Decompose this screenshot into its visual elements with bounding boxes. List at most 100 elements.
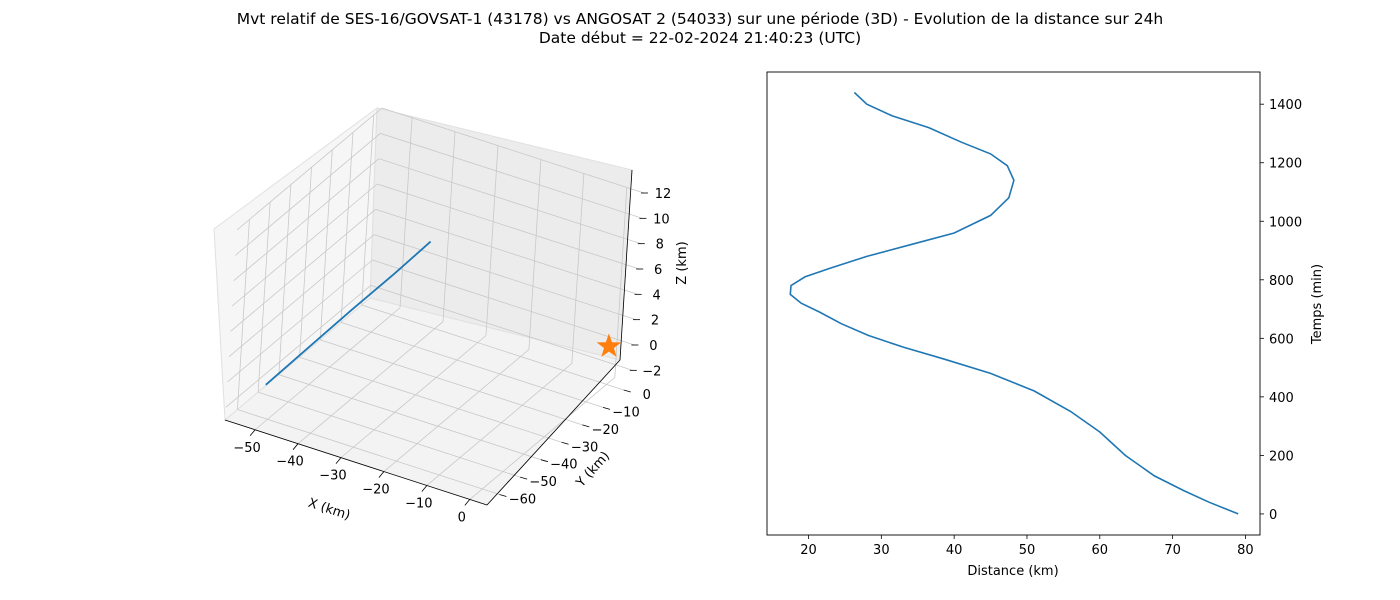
grid-line <box>370 284 633 371</box>
grid-line <box>230 209 376 332</box>
grid-line <box>361 304 624 391</box>
axes-2d: 20 30 40 50 60 70 800200400600800100012001400 … <box>766 71 1325 579</box>
grid-line <box>380 132 643 219</box>
x-tick-mark <box>421 485 428 492</box>
trajectory-line <box>265 240 432 386</box>
y-tick-mark <box>540 459 548 463</box>
axes-3d: −50−40−30−20−100−60−50−40−30−20−100−2024… <box>213 106 690 525</box>
z-tick-label: 0 <box>649 339 657 354</box>
grid-line <box>571 173 585 364</box>
reference-star-marker <box>596 333 622 357</box>
y-tick-label: −30 <box>571 440 598 455</box>
z-axis-line <box>619 169 633 361</box>
z-tick-label: 2 <box>651 314 659 329</box>
z-tick-label: 10 <box>653 212 670 227</box>
plot-frame <box>766 71 1261 536</box>
grid-line <box>299 356 562 443</box>
ticks-3d: −50−40−30−20−100−60−50−40−30−20−100−2024… <box>233 187 671 525</box>
y-tick-label: 400 <box>1269 391 1294 406</box>
y-tick-label: −40 <box>550 458 577 473</box>
grid-line <box>340 335 487 458</box>
distance-line <box>789 91 1239 515</box>
x-tick-label: 70 <box>1164 543 1181 558</box>
grid-line <box>237 409 500 495</box>
x-tick-label: 0 <box>458 510 466 525</box>
y-tick-label: 600 <box>1269 332 1294 347</box>
x-tick-mark <box>249 429 256 437</box>
grid-line <box>225 285 372 408</box>
x-axis-label: X (km) <box>306 496 352 524</box>
grid-line <box>257 202 271 393</box>
x-tick-label: −30 <box>319 469 346 484</box>
grid-line <box>377 183 640 270</box>
x-tick-mark <box>464 499 471 506</box>
grid-line <box>469 377 616 500</box>
grid-line <box>237 219 250 410</box>
grid-line <box>399 117 413 308</box>
y-tick-label: 800 <box>1269 274 1294 289</box>
grid-line <box>235 133 381 256</box>
grid-line <box>485 145 499 336</box>
grid-line <box>442 131 456 322</box>
grid-line <box>340 322 604 408</box>
grid-line <box>231 183 378 307</box>
grid-3d <box>225 107 645 500</box>
x-tick-label: 50 <box>1019 543 1036 558</box>
chart-title-line-1: Mvt relatif de SES-16/GOVSAT-1 (43178) v… <box>236 10 1164 28</box>
grid-line <box>383 349 530 472</box>
grid-line <box>361 114 375 305</box>
x-tick-label: −50 <box>233 441 260 456</box>
x-tick-label: 20 <box>800 543 817 558</box>
x-axis-line <box>224 419 488 506</box>
grid-line <box>320 339 583 426</box>
grid-line <box>227 259 373 383</box>
y-tick-mark <box>602 407 611 410</box>
grid-line <box>378 158 641 245</box>
grid-line <box>375 208 638 295</box>
grid-line <box>233 158 380 281</box>
grid-line <box>254 307 401 431</box>
y-tick-label: 0 <box>643 388 651 403</box>
grid-line <box>372 259 635 346</box>
grid-line <box>340 132 354 323</box>
x-axis-label-2d: Distance (km) <box>967 564 1058 579</box>
y-tick-mark <box>561 441 569 445</box>
grid-line <box>381 107 645 194</box>
x-tick-label: −20 <box>362 483 389 498</box>
x-tick-label: 40 <box>946 543 963 558</box>
y-axis-line <box>486 359 621 506</box>
grid-line <box>278 374 541 461</box>
y-tick-mark <box>499 494 507 497</box>
z-tick-label: 6 <box>654 263 662 278</box>
z-tick-label: −2 <box>642 364 661 379</box>
z-axis-label: Z (km) <box>675 241 690 284</box>
grid-line <box>299 167 312 358</box>
x-tick-mark <box>378 471 385 478</box>
grid-line <box>373 234 637 321</box>
grid-line <box>319 149 333 340</box>
x-tick-label: −10 <box>405 496 432 511</box>
y-tick-mark <box>623 389 631 393</box>
grid-line <box>297 321 444 444</box>
y-tick-label: −50 <box>529 475 556 490</box>
y-tick-label: −10 <box>612 405 639 420</box>
y-axis-label-2d: Temps (min) <box>1310 264 1325 345</box>
y-tick-label: 200 <box>1269 449 1294 464</box>
y-tick-mark <box>582 424 590 428</box>
z-tick-label: 12 <box>655 187 672 202</box>
y-tick-label: 1400 <box>1269 98 1302 113</box>
grid-line <box>278 184 292 375</box>
y-tick-label: −60 <box>509 493 536 508</box>
grid-line <box>426 363 573 486</box>
x-tick-label: 60 <box>1092 543 1109 558</box>
y-tick-label: 0 <box>1269 508 1277 523</box>
x-tick-label: −40 <box>276 455 303 470</box>
y-tick-label: 1200 <box>1269 157 1302 172</box>
grid-line <box>228 234 375 357</box>
grid-line <box>258 391 521 478</box>
z-tick-label: 8 <box>656 238 664 253</box>
chart-title-line-2: Date début = 22-02-2024 21:40:23 (UTC) <box>538 29 862 47</box>
x-tick-label: 80 <box>1237 543 1254 558</box>
